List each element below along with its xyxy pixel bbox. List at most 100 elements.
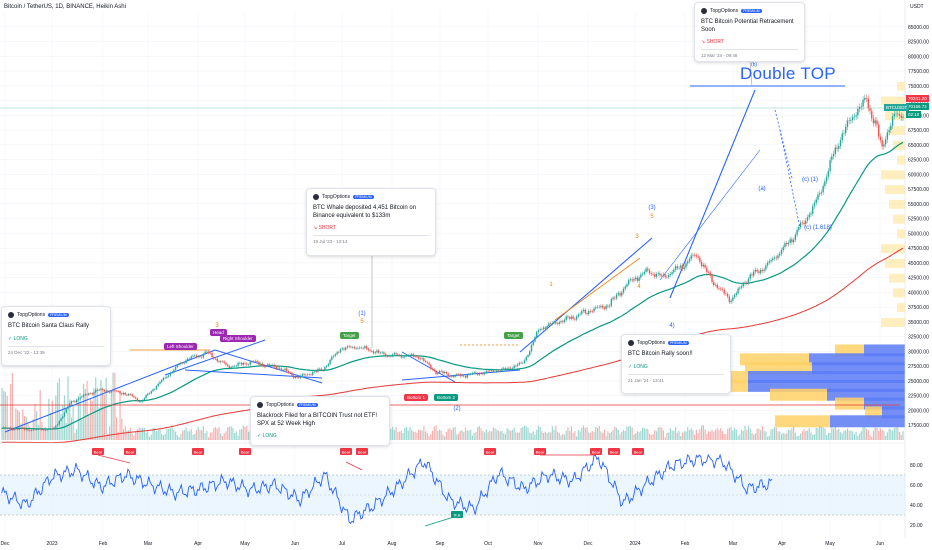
candle-body bbox=[884, 139, 887, 145]
volume-bar bbox=[805, 430, 807, 440]
volume-bar bbox=[129, 427, 132, 440]
candle-body bbox=[157, 383, 159, 386]
idea-card-blackrock[interactable]: TopgOptions PREMIUM Blackrock Filed for a… bbox=[250, 396, 390, 446]
candle-body bbox=[242, 363, 245, 365]
time-tick-label: Nov bbox=[534, 541, 543, 547]
candle-body bbox=[690, 255, 692, 260]
bear-tag-label: Bear bbox=[126, 450, 135, 455]
candle-body bbox=[381, 352, 383, 353]
volume-bar bbox=[27, 423, 29, 440]
volume-bar bbox=[707, 431, 710, 440]
candle-body bbox=[876, 120, 878, 125]
volume-bar bbox=[730, 426, 732, 440]
candle-body bbox=[121, 393, 123, 395]
candle-body bbox=[272, 364, 274, 366]
wave-label: 4 bbox=[637, 284, 641, 290]
candle-body bbox=[737, 288, 739, 294]
candle-body bbox=[25, 429, 28, 430]
candle-body bbox=[680, 265, 682, 268]
volume-bar bbox=[449, 428, 451, 440]
candle-body bbox=[183, 362, 185, 364]
candle-body bbox=[825, 176, 828, 182]
volume-profile-bar bbox=[889, 273, 905, 283]
volume-bar bbox=[29, 426, 31, 440]
card-signal: ✓ LONG bbox=[628, 363, 648, 370]
volume-bar bbox=[393, 429, 395, 440]
candle-body bbox=[575, 316, 578, 320]
candle-body bbox=[341, 348, 343, 350]
volume-profile-bar bbox=[897, 303, 905, 313]
volume-bar bbox=[690, 428, 692, 440]
volume-bar bbox=[207, 437, 210, 440]
volume-bar bbox=[206, 430, 208, 440]
volume-profile-bar bbox=[889, 126, 905, 136]
candle-body bbox=[421, 358, 423, 360]
volume-bar bbox=[154, 427, 156, 440]
volume-bar bbox=[409, 426, 411, 440]
trend-line bbox=[4, 349, 216, 433]
candle-body bbox=[192, 355, 194, 357]
idea-card-rally[interactable]: TopgOptions PREMIUM BTC Bitcoin Rally soo… bbox=[621, 334, 731, 394]
volume-bar bbox=[234, 432, 236, 440]
price-tick-label: 82500.00 bbox=[908, 40, 929, 46]
volume-bar bbox=[810, 432, 812, 440]
candle-body bbox=[154, 389, 156, 390]
currency-label: USDT bbox=[910, 4, 924, 10]
trend-line bbox=[184, 369, 323, 379]
candle-body bbox=[456, 374, 458, 376]
volume-bar bbox=[218, 427, 220, 440]
candle-body bbox=[277, 367, 279, 369]
idea-card-whale[interactable]: TopgOptions PREMIUM BTC Whale deposited 4… bbox=[306, 188, 436, 256]
volume-bar bbox=[695, 429, 698, 440]
volume-bar bbox=[864, 427, 866, 440]
candle-body bbox=[902, 116, 904, 118]
candle-body bbox=[508, 367, 510, 369]
candle-body bbox=[839, 140, 842, 147]
candle-body bbox=[103, 390, 106, 392]
wave-label: (c) (1.618) bbox=[804, 225, 832, 231]
volume-bar bbox=[855, 431, 857, 440]
candle-body bbox=[305, 374, 307, 376]
volume-bar bbox=[556, 431, 559, 440]
volume-bar bbox=[822, 427, 824, 440]
candle-body bbox=[345, 347, 347, 350]
volume-bar bbox=[36, 411, 38, 440]
volume-bar bbox=[850, 430, 852, 440]
candle-body bbox=[813, 202, 816, 207]
volume-bar bbox=[766, 436, 769, 440]
volume-bar bbox=[654, 430, 656, 440]
volume-bar bbox=[799, 433, 802, 440]
candle-body bbox=[645, 268, 647, 272]
candle-body bbox=[900, 115, 902, 118]
volume-bar bbox=[77, 395, 79, 440]
candle-body bbox=[138, 400, 140, 402]
volume-profile-bar bbox=[897, 155, 905, 165]
candle-body bbox=[607, 305, 609, 307]
volume-bar bbox=[633, 434, 635, 440]
candle-body bbox=[398, 354, 401, 356]
candle-body bbox=[758, 271, 760, 273]
candle-body bbox=[834, 147, 836, 154]
candle-body bbox=[419, 358, 422, 360]
volume-bar bbox=[674, 427, 677, 440]
volume-bar bbox=[753, 434, 755, 440]
candle-body bbox=[164, 377, 166, 379]
volume-bar bbox=[775, 427, 777, 440]
volume-bar bbox=[520, 428, 522, 440]
time-tick-label: Feb bbox=[681, 541, 690, 547]
volume-bar bbox=[475, 431, 477, 440]
volume-bar bbox=[827, 432, 829, 440]
volume-profile-bar bbox=[893, 214, 905, 224]
volume-bar bbox=[242, 425, 244, 440]
volume-bar bbox=[105, 377, 107, 440]
divergence-line bbox=[345, 461, 363, 471]
wave-label: (2) bbox=[453, 406, 460, 412]
candle-body bbox=[459, 374, 462, 377]
idea-card-santa[interactable]: TopgOptions PREMIUM BTC Bitcoin Santa Cla… bbox=[1, 306, 111, 366]
volume-bar bbox=[195, 430, 198, 440]
volume-bar bbox=[4, 392, 7, 440]
candle-body bbox=[423, 358, 425, 362]
volume-bar bbox=[164, 433, 166, 440]
candle-body bbox=[629, 279, 632, 281]
idea-card-retracement[interactable]: TopgOptions PREMIUM BTC Bitcoin Potential… bbox=[694, 2, 805, 62]
